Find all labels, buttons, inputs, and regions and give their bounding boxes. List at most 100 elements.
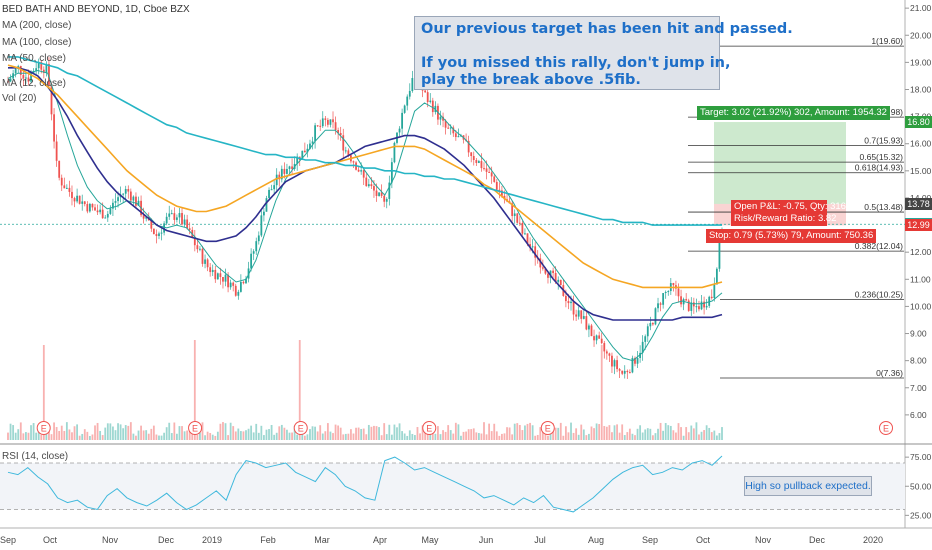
candle-body bbox=[86, 204, 89, 212]
volume-bar bbox=[585, 435, 588, 440]
volume-bar bbox=[360, 428, 363, 440]
volume-bar bbox=[710, 432, 713, 440]
candle-body bbox=[516, 213, 519, 223]
candle-body bbox=[452, 127, 455, 134]
volume-bar bbox=[250, 425, 253, 440]
earnings-marker bbox=[540, 421, 555, 435]
risk-reward-text: Risk/Reward Ratio: 3.82 bbox=[734, 213, 837, 224]
candle-body bbox=[475, 160, 478, 163]
candle-body bbox=[424, 90, 427, 93]
volume-bar bbox=[685, 427, 688, 440]
candle-body bbox=[242, 281, 245, 284]
open-pl-label[interactable]: Open P&L: -0.75, Qty: 316 Risk/Reward Ra… bbox=[731, 200, 846, 226]
price-tick-label: 18.00 bbox=[910, 84, 932, 94]
volume-bar bbox=[278, 426, 281, 440]
candle-body bbox=[193, 237, 196, 246]
target-label[interactable]: Target: 3.02 (21.92%) 302, Amount: 1954.… bbox=[697, 106, 890, 120]
candle-body bbox=[58, 160, 61, 178]
volume-bar bbox=[35, 432, 38, 440]
candle-body bbox=[329, 119, 332, 125]
fib-level-label: 0.65(15.32) bbox=[860, 152, 904, 162]
volume-bar bbox=[490, 431, 493, 440]
indicator-rsi[interactable]: RSI (14, close) bbox=[2, 451, 69, 462]
candle-body bbox=[657, 303, 659, 309]
candle-body bbox=[365, 177, 368, 187]
candle-body bbox=[703, 301, 705, 308]
volume-bar bbox=[280, 424, 283, 440]
indicator-ma50[interactable]: MA (50, close) bbox=[2, 53, 66, 64]
candle-body bbox=[639, 352, 642, 359]
volume-bar bbox=[460, 435, 462, 440]
time-axis-label: Oct bbox=[696, 535, 711, 545]
volume-bar bbox=[634, 435, 636, 440]
volume-bar bbox=[273, 434, 276, 440]
candle-body bbox=[311, 141, 314, 144]
price-tick-label: 19.00 bbox=[910, 57, 932, 67]
volume-bar bbox=[641, 432, 644, 440]
volume-bar bbox=[265, 429, 268, 440]
volume-bar bbox=[531, 425, 534, 440]
candle-body bbox=[237, 291, 240, 296]
analysis-note[interactable]: Our previous target has been hit and pas… bbox=[414, 16, 793, 90]
volume-bar bbox=[636, 428, 639, 440]
volume-bar bbox=[613, 425, 616, 440]
candle-body bbox=[211, 269, 214, 273]
candle-body bbox=[232, 282, 235, 286]
candle-body bbox=[114, 201, 117, 203]
candle-body bbox=[534, 246, 537, 258]
volume-bar bbox=[715, 435, 718, 440]
volume-bar bbox=[390, 434, 393, 440]
rsi-note[interactable]: High so pullback expected. bbox=[744, 476, 872, 496]
candle-body bbox=[680, 296, 682, 305]
fib-level-label: 0(7.36) bbox=[876, 368, 903, 378]
candle-body bbox=[68, 187, 71, 192]
indicator-ma100[interactable]: MA (100, close) bbox=[2, 37, 72, 48]
volume-bar bbox=[421, 425, 424, 440]
volume-bar bbox=[393, 424, 396, 440]
volume-bar bbox=[501, 433, 503, 440]
volume-bar bbox=[485, 434, 488, 440]
indicator-ma200[interactable]: MA (200, close) bbox=[2, 20, 72, 31]
candle-body bbox=[280, 168, 283, 180]
volume-bar bbox=[401, 431, 404, 440]
volume-bar bbox=[40, 434, 43, 440]
volume-bar bbox=[86, 431, 89, 440]
candle-body bbox=[163, 223, 166, 233]
volume-bar bbox=[437, 426, 439, 440]
volume-bar bbox=[536, 434, 539, 440]
candle-body bbox=[96, 210, 99, 213]
stop-label[interactable]: Stop: 0.79 (5.73%) 79, Amount: 750.36 bbox=[706, 229, 877, 243]
volume-bar bbox=[112, 426, 114, 440]
volume-bar bbox=[677, 423, 680, 440]
volume-bar bbox=[447, 425, 450, 440]
volume-bar bbox=[25, 432, 27, 440]
price-tick-label: 8.00 bbox=[910, 356, 927, 366]
volume-bar bbox=[160, 435, 163, 440]
volume-bar bbox=[605, 426, 608, 440]
candle-body bbox=[129, 191, 132, 201]
candle-body bbox=[9, 78, 12, 82]
volume-bar bbox=[101, 435, 104, 440]
candle-body bbox=[14, 68, 17, 74]
candle-body bbox=[265, 198, 268, 212]
indicator-ma12[interactable]: MA (12, close) bbox=[2, 78, 66, 89]
volume-bar bbox=[145, 430, 148, 440]
candle-body bbox=[214, 269, 217, 280]
earnings-marker-label: E bbox=[545, 424, 551, 434]
volume-bar bbox=[232, 426, 235, 440]
volume-bar bbox=[439, 434, 442, 440]
volume-bar bbox=[628, 428, 631, 440]
volume-bar bbox=[705, 425, 708, 440]
candle-body bbox=[178, 213, 181, 218]
candle-body bbox=[250, 253, 253, 269]
candle-body bbox=[485, 168, 488, 172]
candle-body bbox=[718, 239, 721, 269]
volume-bar bbox=[152, 425, 155, 440]
candle-body bbox=[690, 302, 693, 311]
candle-body bbox=[181, 213, 183, 225]
indicator-volume[interactable]: Vol (20) bbox=[2, 93, 37, 104]
candle-body bbox=[390, 162, 393, 183]
candle-body bbox=[286, 168, 288, 174]
